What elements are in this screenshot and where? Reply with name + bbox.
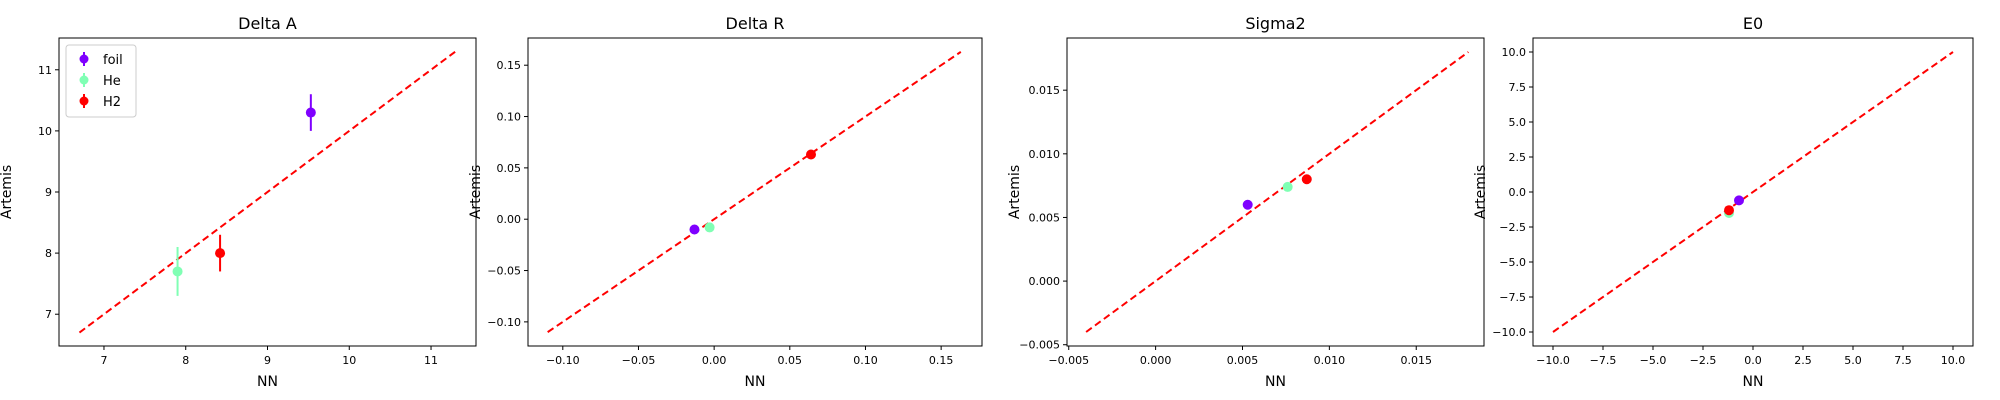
y-tick-label: 0.000 [1029,275,1061,288]
legend-marker-he [79,75,89,85]
y-tick-label: 7 [45,308,52,321]
y-axis-label: Artemis [1007,165,1023,219]
x-tick-label: 10 [342,354,356,367]
subplot-3: −0.005 0.000 0.005 0.010 0.015 −0.005 0.000 0.0… [1007,14,1485,390]
y-tick-label: 0.015 [1029,84,1061,97]
y-axis-label: Artemis [0,165,15,219]
point-foil [1242,199,1253,210]
diagonal-line [1085,51,1469,333]
x-axis-label: NN [1265,374,1286,390]
y-tick-label: 0.15 [497,59,522,72]
x-axis-label: NN [257,374,278,390]
x-tick-label: 0.15 [929,354,954,367]
diagonal-line [547,51,962,333]
y-tick-label: 5.0 [1509,116,1527,129]
point-foil [1734,195,1744,206]
x-tick-label: −0.005 [1048,354,1089,367]
y-tick-label: −0.10 [487,316,521,329]
chart-title: Delta A [238,14,297,33]
y-tick-label: 10 [38,125,52,138]
x-tick-label: 0.005 [1227,354,1259,367]
subplot-4: −10.0 −7.5 −5.0 −2.5 0.0 2.5 5.0 7.5 10.0 −10.0 −7… [1473,14,1974,390]
point-h2 [805,149,816,160]
y-tick-label: 9 [45,186,52,199]
legend-label-foil: foil [103,53,123,68]
x-tick-label: 2.5 [1794,354,1812,367]
y-tick-label: 2.5 [1509,151,1527,164]
point-foil [689,224,700,235]
axes-frame [1066,37,1485,347]
y-tick-label: 0.005 [1029,211,1061,224]
chart-title: Sigma2 [1245,14,1305,33]
legend-marker-h2 [79,96,89,106]
point-he [172,266,183,277]
x-tick-label: 0.015 [1400,354,1432,367]
x-tick-label: 0.00 [702,354,727,367]
x-tick-label: 0.000 [1140,354,1172,367]
legend-box [65,44,137,118]
diagonal-line [1552,51,1954,333]
legend-marker-foil [79,54,89,64]
y-tick-label: −0.05 [487,265,521,278]
x-tick-label: −2.5 [1690,354,1717,367]
y-tick-label: −0.005 [1019,339,1060,352]
y-tick-label: 0.05 [497,162,522,175]
x-tick-label: 0.05 [778,354,803,367]
legend-label-h2: H2 [103,95,121,110]
x-tick-label: 10.0 [1941,354,1966,367]
y-tick-label: 11 [38,64,52,77]
y-tick-label: −7.5 [1499,291,1526,304]
chart-title: E0 [1743,14,1763,33]
x-tick-label: −0.10 [546,354,580,367]
point-h2 [215,248,226,259]
subplot-1: 7 8 9 10 11 7 8 9 10 11 Delta A NN Artemis foil He H2 [0,14,477,390]
chart-title: Delta R [726,14,785,33]
x-tick-label: 0.10 [853,354,878,367]
y-tick-label: 0.00 [497,213,522,226]
y-tick-label: 0.10 [497,111,522,124]
point-foil [305,107,316,118]
y-tick-label: 0.010 [1029,148,1061,161]
y-tick-label: 0.0 [1509,186,1527,199]
axes-frame [527,37,983,347]
point-h2 [1301,174,1312,185]
x-tick-label: 9 [264,354,271,367]
x-tick-label: 0.010 [1314,354,1346,367]
y-axis-label: Artemis [468,165,484,219]
subplot-2: −0.10 −0.05 0.00 0.05 0.10 0.15 −0.10 −0.05 0.00… [468,14,983,390]
point-he [1282,181,1293,192]
x-tick-label: −0.05 [622,354,656,367]
y-tick-label: −2.5 [1499,221,1526,234]
y-tick-label: 7.5 [1509,81,1527,94]
x-axis-label: NN [745,374,766,390]
x-tick-label: 8 [182,354,189,367]
legend: foil He H2 [65,44,137,118]
point-he [704,222,715,233]
x-tick-label: −10.0 [1536,354,1570,367]
x-tick-label: 5.0 [1844,354,1862,367]
x-tick-label: 7.5 [1894,354,1912,367]
x-tick-label: 0.0 [1744,354,1762,367]
x-tick-label: −5.0 [1640,354,1667,367]
y-tick-label: 8 [45,247,52,260]
x-tick-label: 7 [100,354,107,367]
point-h2 [1724,205,1734,216]
y-tick-label: −5.0 [1499,256,1526,269]
x-tick-label: −7.5 [1590,354,1617,367]
y-tick-label: −10.0 [1492,326,1526,339]
x-tick-label: 11 [424,354,438,367]
legend-label-he: He [103,74,121,89]
diagonal-line [78,50,457,334]
y-axis-label: Artemis [1473,165,1489,219]
y-tick-label: 10.0 [1502,46,1527,59]
x-axis-label: NN [1743,374,1764,390]
